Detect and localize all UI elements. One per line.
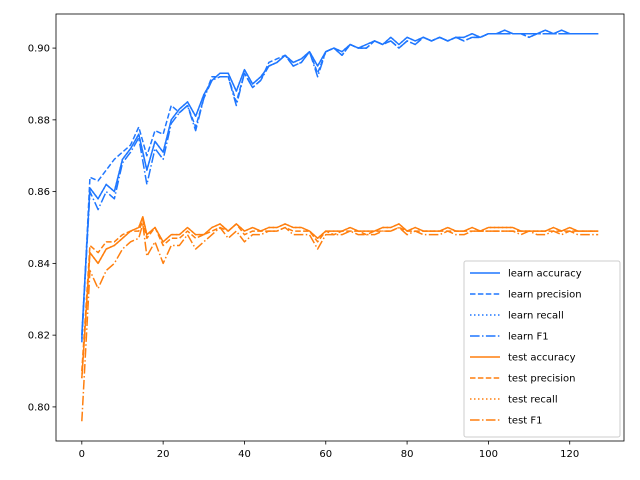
series-layer [81, 29, 599, 422]
legend-label: test precision [508, 374, 576, 385]
legend-label: test accuracy [508, 353, 576, 364]
y-tick-label: 0.82 [28, 331, 50, 342]
series-line-learn-recall [81, 29, 599, 336]
x-tick-label: 60 [319, 449, 332, 460]
legend-box [463, 260, 621, 438]
legend-label: learn precision [508, 290, 582, 301]
y-tick-label: 0.84 [28, 259, 50, 270]
y-tick-label: 0.90 [28, 44, 50, 55]
x-tick-label: 100 [479, 449, 498, 460]
y-tick-label: 0.88 [28, 115, 50, 126]
series-line-test-f1 [81, 223, 599, 422]
x-tick-label: 80 [401, 449, 414, 460]
legend-label: test recall [508, 395, 558, 406]
plot-frame [55, 13, 625, 442]
series-line-test-recall [81, 215, 599, 379]
y-tick-label: 0.86 [28, 187, 50, 198]
x-tick-label: 20 [157, 449, 170, 460]
legend-label: test F1 [508, 416, 543, 427]
legend-label: learn accuracy [508, 269, 582, 280]
y-axis: 0.80 0.82 0.84 0.86 0.88 0.90 [28, 44, 56, 413]
x-tick-label: 0 [79, 449, 85, 460]
series-line-learn-f1 [81, 32, 599, 339]
legend-label: learn recall [508, 311, 564, 322]
y-tick-label: 0.80 [28, 402, 50, 413]
legend-label: learn F1 [508, 332, 549, 343]
x-axis: 0 20 40 60 80 100 120 [79, 441, 579, 460]
x-tick-label: 40 [238, 449, 251, 460]
legend: learn accuracy learn precision learn recal… [463, 260, 621, 438]
x-tick-label: 120 [560, 449, 579, 460]
